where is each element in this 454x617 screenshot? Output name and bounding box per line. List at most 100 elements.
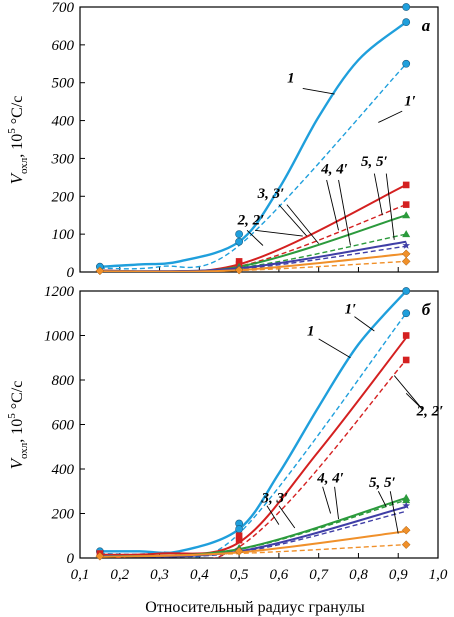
y-tick-label: 800 <box>52 373 75 389</box>
panel-b: 0 200 400 600 800 1000 1200 0,1 0,2 0,3 0,4 0,5 0,6 0… <box>6 284 448 583</box>
annotation-leader <box>385 173 395 240</box>
annotation-leader <box>254 229 303 237</box>
series-group <box>99 21 407 272</box>
panel-a: 0 100 200 300 400 500 600 700 Vохл, 105 °C/с 1 1′ 5… <box>6 0 439 281</box>
plot-frame <box>79 6 439 273</box>
data-point-square <box>402 356 410 364</box>
curve-annotation: 5, 5′ <box>361 154 388 170</box>
annotation-leader <box>334 486 340 520</box>
data-point-diamond <box>401 249 411 259</box>
annotation-leader <box>322 486 332 514</box>
y-tick-label: 600 <box>52 38 75 54</box>
data-point-square <box>235 532 243 540</box>
annotation-leader <box>278 204 308 237</box>
y-tick-label: 700 <box>52 0 75 16</box>
annotation-leader <box>389 491 399 534</box>
data-point-triangle <box>402 211 411 219</box>
x-tick-label: 0,4 <box>190 567 209 583</box>
y-tick-label: 600 <box>52 418 75 434</box>
y-tick-label: 500 <box>52 76 75 92</box>
data-point-square <box>402 201 410 208</box>
annotation-leader <box>286 204 320 244</box>
data-point-circle <box>402 18 411 27</box>
x-tick-label: 0,2 <box>110 567 129 583</box>
data-point-triangle <box>402 230 411 238</box>
data-point-circle <box>235 230 244 239</box>
annotation-leader <box>278 505 296 529</box>
curve-annotation: 1′ <box>404 93 416 109</box>
curve-annotation: 4, 4′ <box>320 162 348 178</box>
x-tick-label: 1,0 <box>429 567 448 583</box>
data-point-circle <box>402 309 411 318</box>
curve-annotation: 1 <box>307 324 315 340</box>
series-line-1-prime <box>99 63 407 270</box>
x-axis-label: Относительный радиус гранулы <box>145 599 365 616</box>
curve-annotation: 1′ <box>345 301 357 317</box>
data-point-circle <box>402 59 411 68</box>
series-line-1 <box>99 291 408 555</box>
curve-annotation: 2, 2′ <box>237 213 265 229</box>
curve-annotation: 1 <box>287 71 295 87</box>
data-point-diamond <box>95 266 105 276</box>
x-tick-label: 0,3 <box>150 567 169 583</box>
x-tick-label: 0,8 <box>349 567 368 583</box>
y-tick-label: 400 <box>52 462 75 478</box>
annotation-leader <box>326 179 339 231</box>
data-point-square <box>235 536 243 544</box>
annotation-leader <box>302 87 335 95</box>
y-tick-label: 0 <box>67 551 75 567</box>
data-point-circle <box>235 525 244 533</box>
annotation-leader <box>246 230 264 246</box>
annotation-leader <box>377 491 387 508</box>
data-point-diamond <box>234 265 244 275</box>
x-tick-label: 0,9 <box>389 567 408 583</box>
data-point-square <box>402 332 410 339</box>
curve-annotation: 3, 3′ <box>261 490 289 506</box>
data-point-circle <box>235 237 244 246</box>
series-line-2 <box>99 337 407 556</box>
data-point-star <box>402 241 410 249</box>
annotation-leader <box>318 338 351 359</box>
annotation-leader <box>373 173 383 216</box>
data-point-diamond <box>401 525 411 535</box>
y-tick-label: 200 <box>52 507 75 523</box>
series-line-4-prime <box>99 510 407 558</box>
series-group <box>99 291 408 558</box>
x-tick-label: 0,7 <box>309 567 329 583</box>
y-tick-label: 1000 <box>44 329 75 345</box>
data-point-star <box>402 501 410 509</box>
y-tick-label: 400 <box>52 114 75 130</box>
annotation-leader <box>354 316 375 332</box>
x-tick-label: 0,6 <box>270 567 289 583</box>
data-point-diamond <box>234 546 244 556</box>
curve-annotation: 3, 3′ <box>257 186 285 202</box>
annotation-leader <box>405 393 423 410</box>
data-point-diamond <box>95 551 105 561</box>
y-tick-label: 200 <box>52 189 75 205</box>
y-tick-label: 0 <box>67 265 75 281</box>
data-point-triangle <box>402 496 411 504</box>
y-axis-label: Vохл, 105 °C/с <box>6 96 30 185</box>
x-tick-label: 0,1 <box>71 567 90 583</box>
y-tick-label: 1200 <box>44 284 75 300</box>
curve-annotation: 2, 2′ <box>416 404 444 420</box>
annotation-leader <box>378 110 403 123</box>
panel-label: б <box>422 300 432 319</box>
annotation-leader <box>338 179 351 246</box>
annotation-leader <box>266 505 280 525</box>
y-tick-label: 100 <box>52 227 75 243</box>
series-line-4 <box>99 240 407 272</box>
panel-label: а <box>422 16 431 35</box>
data-point-circle <box>402 287 411 295</box>
curve-annotation: 4, 4′ <box>316 470 344 486</box>
data-point-diamond <box>401 540 411 550</box>
data-point-circle <box>402 3 411 11</box>
annotation-leader <box>393 375 423 410</box>
x-tick-label: 0,5 <box>230 567 249 583</box>
series-line-1 <box>99 21 407 268</box>
curve-annotation: 5, 5′ <box>369 475 396 491</box>
y-axis-label: Vохл, 105 °C/с <box>6 381 30 470</box>
data-point-diamond <box>401 257 411 266</box>
plot-frame <box>79 290 439 559</box>
